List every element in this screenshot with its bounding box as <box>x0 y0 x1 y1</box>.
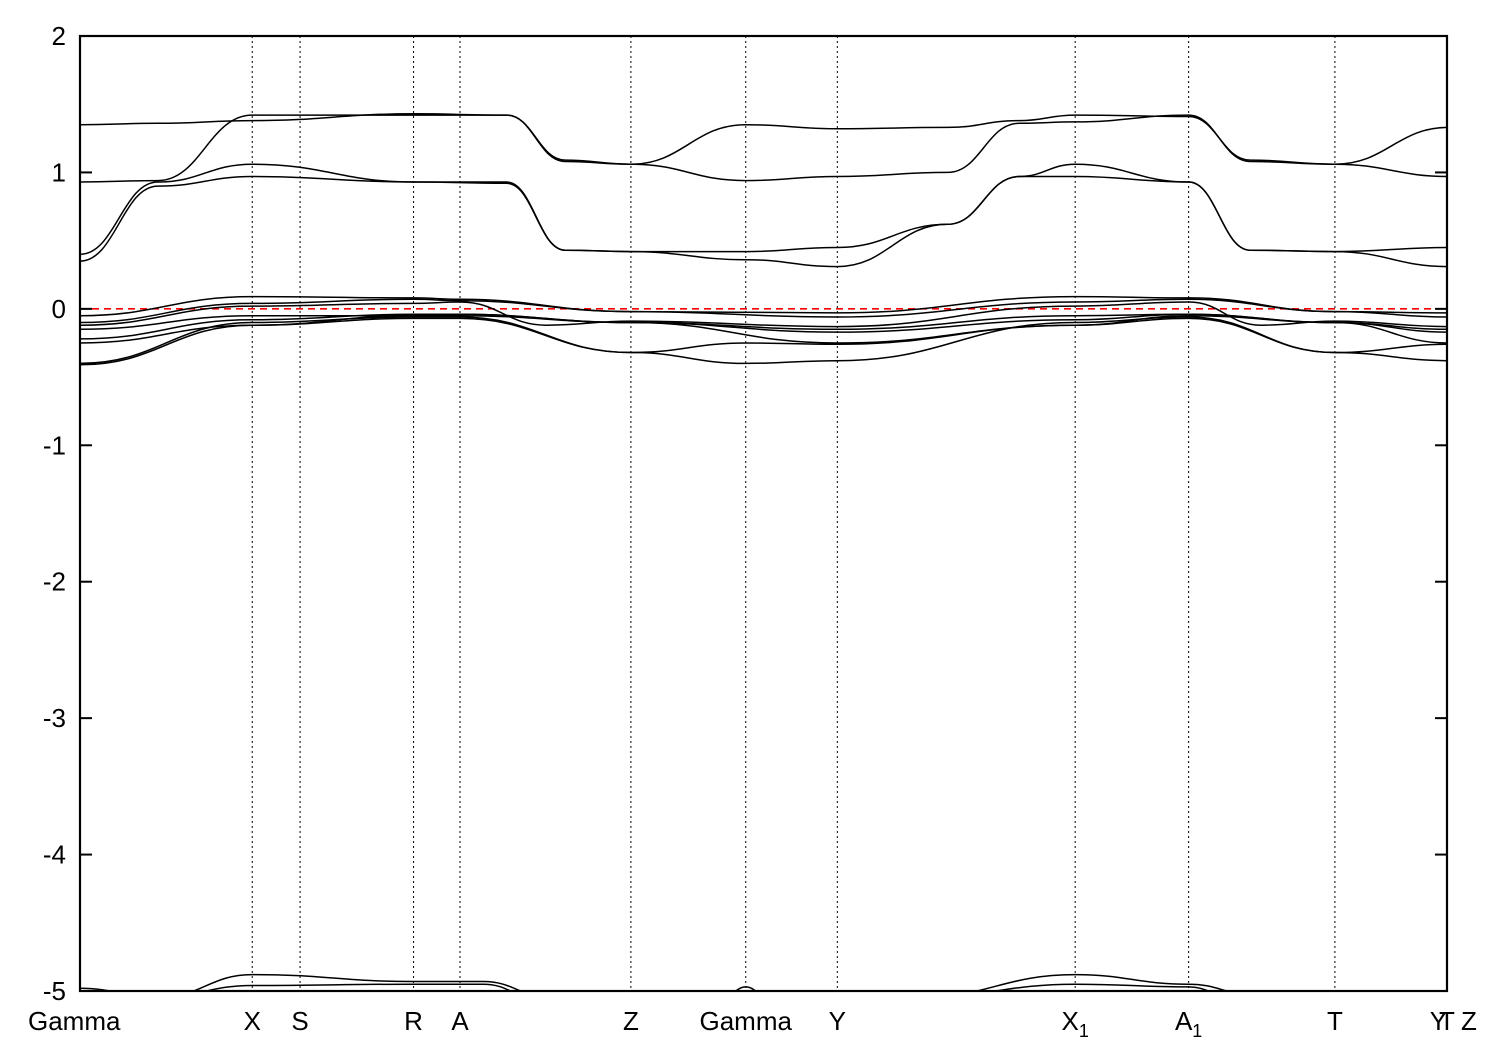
band-line <box>80 316 1447 365</box>
y-tick-label: -5 <box>43 976 66 1006</box>
x-tick-label: Gamma <box>28 1006 121 1036</box>
band-line <box>80 298 1447 324</box>
band-line <box>80 114 1447 183</box>
y-tick-label: 2 <box>52 21 66 51</box>
x-tick-label: Z <box>1461 1006 1477 1036</box>
band-lines <box>80 113 1447 991</box>
x-tick-label: T <box>1439 1006 1455 1036</box>
band-line <box>80 295 1447 317</box>
band-line <box>80 301 1447 328</box>
band-line <box>203 983 1211 991</box>
x-tick-label: Z <box>623 1006 639 1036</box>
y-axis: 2 1 0 -1 -2 -3 -4 -5 <box>43 21 1447 1006</box>
y-tick-label: -1 <box>43 430 66 460</box>
band-line <box>80 973 1230 991</box>
x-tick-label: A <box>451 1006 469 1036</box>
x-tick-label: S <box>291 1006 308 1036</box>
x-tick-label: Y <box>1430 1006 1447 1036</box>
band-line <box>80 314 1447 344</box>
y-tick-label: -4 <box>43 840 66 870</box>
y-tick-label: -2 <box>43 567 66 597</box>
plot-frame <box>78 34 1449 993</box>
band-line <box>80 175 1447 262</box>
y-tick-label: 0 <box>52 294 66 324</box>
band-line <box>80 313 1447 340</box>
x-tick-label: Gamma <box>699 1006 792 1036</box>
y-tick-label: -3 <box>43 703 66 733</box>
x-tick-label: T <box>1327 1006 1343 1036</box>
x-tick-label: R <box>404 1006 423 1036</box>
x-tick-label: Y <box>829 1006 846 1036</box>
band-line <box>80 317 1447 366</box>
x-tick-label: X <box>244 1006 261 1036</box>
y-tick-label: 1 <box>52 157 66 187</box>
